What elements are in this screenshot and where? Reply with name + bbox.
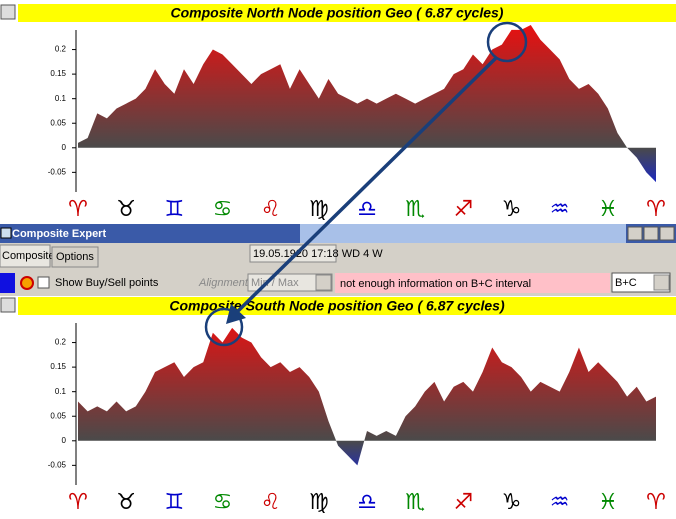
x-tick-label: ♈ [68, 490, 88, 515]
title-bar [18, 4, 676, 22]
y-tick-label: 0.15 [50, 69, 66, 78]
minimize-button[interactable] [627, 226, 643, 241]
x-tick-label: ♎ [357, 197, 377, 222]
title-bar [18, 297, 676, 315]
y-tick-label: -0.05 [48, 460, 67, 469]
x-tick-label: ♐ [453, 490, 473, 515]
x-tick-label: ♏ [405, 197, 425, 222]
title-bar-fade [300, 224, 626, 243]
date-box [249, 244, 337, 263]
print-icon[interactable] [0, 297, 16, 313]
arrow-head [226, 304, 246, 324]
x-tick-label: ♈ [68, 197, 88, 222]
x-tick-label: ♌ [261, 197, 281, 222]
color-button[interactable] [0, 273, 15, 293]
y-tick-label: 0.15 [50, 362, 66, 371]
x-tick-label: ♉ [116, 490, 136, 515]
checkbox-label: Show Buy/Sell points [55, 277, 159, 289]
x-tick-label: ♑ [502, 490, 522, 515]
dropdown-arrow[interactable] [653, 274, 670, 291]
close-button[interactable] [659, 226, 675, 241]
interval-value: B+C [615, 277, 637, 289]
x-tick-label: ♊ [164, 197, 184, 222]
chart-title: Composite South Node position Geo ( 6.87… [169, 298, 505, 314]
highlight-circle [204, 307, 244, 347]
x-tick-label: ♒ [550, 197, 570, 222]
window-title: Composite Expert [12, 228, 106, 240]
area [78, 25, 656, 183]
y-tick-label: 0.05 [50, 411, 66, 420]
tab[interactable] [51, 246, 99, 268]
x-tick-label: ♍ [309, 197, 329, 222]
x-tick-label: ♑ [502, 197, 522, 222]
x-tick-label: ♈ [646, 490, 666, 515]
highlight-circle [486, 21, 528, 63]
x-tick-label: ♍ [309, 490, 329, 515]
y-tick-label: 0.1 [55, 387, 67, 396]
date: 19.05.1920 17:18 WD 4 W [253, 248, 383, 260]
x-tick-label: ♎ [357, 490, 377, 515]
arrow-line [234, 55, 499, 315]
checkbox[interactable] [37, 276, 50, 289]
tab-label: Options [56, 251, 94, 263]
area [78, 327, 656, 466]
x-tick-label: ♒ [550, 490, 570, 515]
x-tick-label: ♉ [116, 197, 136, 222]
maximize-button[interactable] [643, 226, 659, 241]
x-tick-label: ♈ [646, 197, 666, 222]
x-tick-label: ♓ [598, 197, 618, 222]
y-tick-label: 0.05 [50, 118, 66, 127]
x-tick-label: ♓ [598, 490, 618, 515]
tab-label: Composite [2, 250, 55, 262]
window-icon [0, 227, 12, 239]
dropdown-arrow[interactable] [315, 274, 332, 291]
y-tick-label: 0 [62, 143, 67, 152]
settings-icon[interactable] [20, 276, 34, 290]
y-tick-label: 0.2 [55, 338, 67, 347]
y-tick-label: 0.2 [55, 45, 67, 54]
alignment-value: Min / Max [251, 277, 299, 289]
tab[interactable] [0, 244, 51, 268]
message-box [335, 273, 610, 293]
message: not enough information on B+C interval [340, 278, 531, 290]
tab-row [0, 243, 676, 268]
chart-title: Composite North Node position Geo ( 6.87… [171, 5, 504, 21]
x-tick-label: ♌ [261, 490, 281, 515]
x-tick-label: ♊ [164, 490, 184, 515]
x-tick-label: ♏ [405, 490, 425, 515]
charts: -0.05 0 0.05 0.1 0.15 0.2 ♈ ♉ ♊ ♋ ♌ ♍ ♎ ♏ ♐ ♑ ♒ ♓ ♈ -0.05 0 0… [48, 25, 666, 515]
x-tick-label: ♋ [213, 490, 233, 515]
x-tick-label: ♐ [453, 197, 473, 222]
alignment-label: Alignment [198, 277, 249, 289]
y-tick-label: -0.05 [48, 167, 67, 176]
y-tick-label: 0.1 [55, 94, 67, 103]
y-tick-label: 0 [62, 436, 67, 445]
print-icon[interactable] [0, 4, 16, 20]
x-tick-label: ♋ [213, 197, 233, 222]
annotation [204, 21, 528, 347]
